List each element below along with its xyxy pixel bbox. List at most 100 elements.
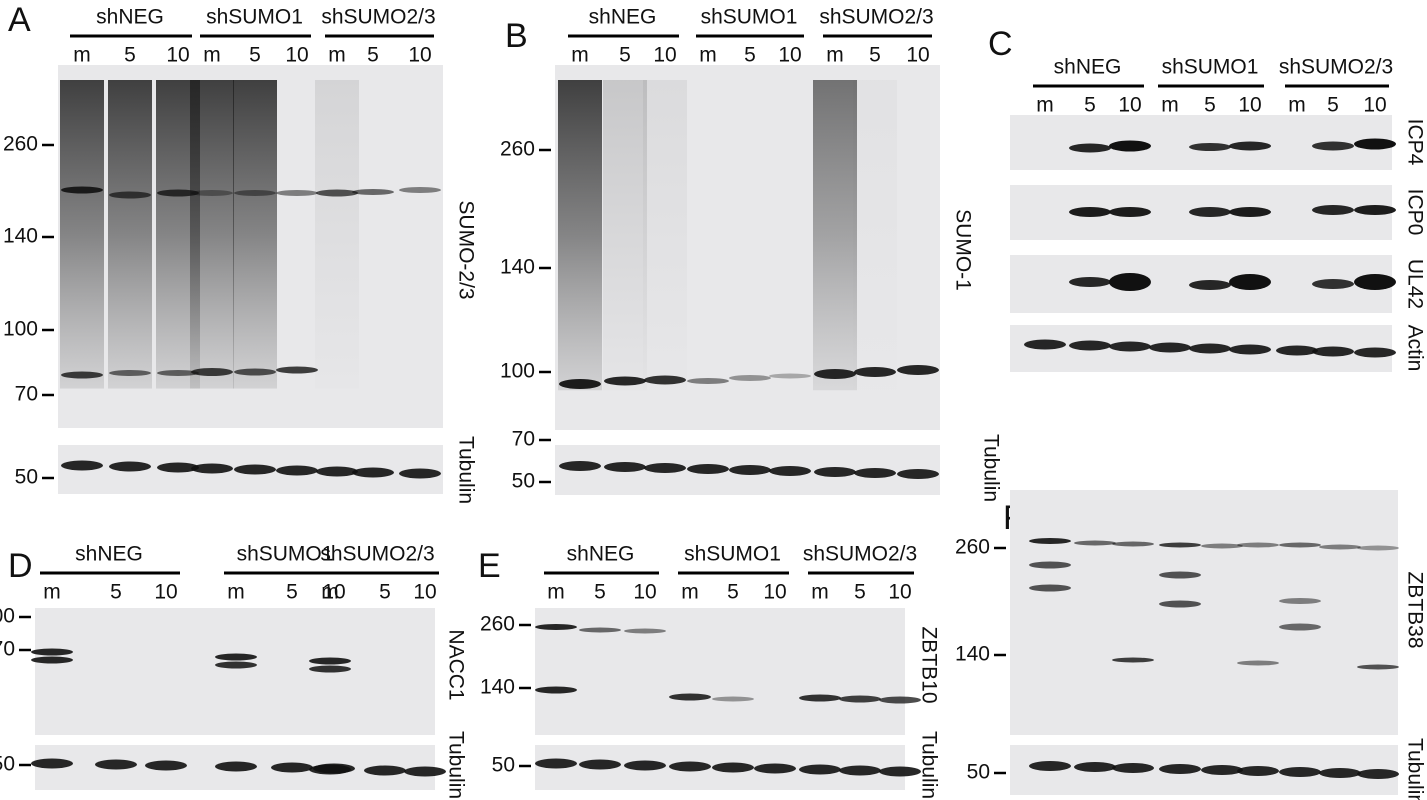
band	[1279, 767, 1321, 777]
lane-label: 5	[744, 44, 756, 67]
band	[215, 653, 257, 661]
band	[559, 379, 601, 389]
band	[316, 189, 358, 197]
lane-label: 5	[1084, 94, 1096, 117]
band	[404, 766, 446, 777]
marker-label: 260	[500, 138, 535, 161]
band	[157, 189, 199, 197]
smear	[603, 80, 647, 391]
lane-label: 5	[854, 581, 866, 604]
band	[604, 376, 646, 386]
marker-label: 100	[0, 605, 15, 628]
band	[799, 764, 841, 775]
band	[769, 466, 811, 476]
band	[1229, 141, 1271, 151]
marker-label: 140	[955, 643, 990, 666]
blot-label: ZBTB10	[917, 626, 940, 703]
band	[1112, 541, 1154, 547]
band	[1069, 143, 1111, 153]
band	[1159, 542, 1201, 548]
marker-label: 260	[955, 536, 990, 559]
band	[316, 466, 358, 477]
band	[1354, 138, 1396, 150]
lane-label: 5	[727, 581, 739, 604]
band	[309, 657, 351, 665]
blot-label: Tubulin	[444, 731, 467, 799]
band	[1159, 571, 1201, 579]
band	[604, 462, 646, 472]
band	[1112, 763, 1154, 773]
blot	[1010, 490, 1398, 735]
band	[1029, 584, 1071, 592]
smear	[853, 80, 897, 391]
marker-label: 70	[0, 638, 15, 661]
marker-label: 140	[480, 676, 515, 699]
band	[1074, 762, 1116, 772]
band	[1189, 207, 1231, 217]
blot	[535, 608, 905, 735]
band	[1159, 600, 1201, 608]
blot-label: ICP4	[1403, 119, 1426, 166]
lane-label: 5	[619, 44, 631, 67]
blot-label: ZBTB38	[1403, 571, 1426, 648]
panel: FshNEGm510shSUMO1m510shSUMO2/3m510ZBTB38…	[955, 488, 1427, 800]
band	[1229, 207, 1271, 217]
smear	[233, 80, 277, 389]
panel-letter: D	[8, 547, 33, 585]
blot-label: SUMO-2/3	[454, 200, 477, 299]
band	[109, 370, 151, 376]
band	[879, 766, 921, 777]
panel-letter: A	[8, 1, 31, 39]
band	[399, 187, 441, 193]
band	[1237, 542, 1279, 548]
band	[61, 371, 103, 379]
lane-label: 10	[1238, 94, 1261, 117]
blot-label: UL42	[1403, 259, 1426, 309]
band	[535, 758, 577, 769]
band	[61, 460, 103, 471]
group-label: shSUMO2/3	[819, 6, 933, 29]
band	[1279, 542, 1321, 548]
blot-label: ICP0	[1403, 189, 1426, 236]
band	[1069, 207, 1111, 217]
band	[1109, 207, 1151, 217]
lane-label: 5	[869, 44, 881, 67]
lane-label: 10	[1118, 94, 1141, 117]
blot-label: Actin	[1403, 325, 1426, 372]
panel-letter: C	[988, 25, 1013, 63]
band	[109, 461, 151, 472]
band	[729, 375, 771, 381]
band	[729, 465, 771, 475]
marker-label: 260	[480, 613, 515, 636]
band	[712, 696, 754, 702]
band	[687, 464, 729, 474]
band	[669, 693, 711, 701]
blot-label: Tubulin	[979, 434, 1002, 502]
band	[1029, 561, 1071, 569]
band	[1189, 143, 1231, 151]
band	[271, 762, 313, 773]
lane-label: 10	[763, 581, 786, 604]
band	[31, 656, 73, 664]
band	[61, 186, 103, 194]
band	[1112, 657, 1154, 663]
band	[1312, 279, 1354, 289]
lane-label: m	[203, 44, 221, 67]
lane-label: m	[1161, 94, 1179, 117]
band	[1312, 205, 1354, 215]
group-label: shNEG	[96, 6, 164, 29]
band	[309, 665, 351, 673]
smear	[315, 80, 359, 389]
lane-label: 5	[110, 581, 122, 604]
band	[234, 190, 276, 196]
band	[145, 760, 187, 771]
smear	[813, 80, 857, 391]
group-label: shSUMO2/3	[803, 543, 917, 566]
band	[1029, 761, 1071, 771]
band	[1354, 347, 1396, 358]
group-label: shNEG	[75, 543, 143, 566]
band	[644, 375, 686, 385]
lane-label: 10	[408, 44, 431, 67]
